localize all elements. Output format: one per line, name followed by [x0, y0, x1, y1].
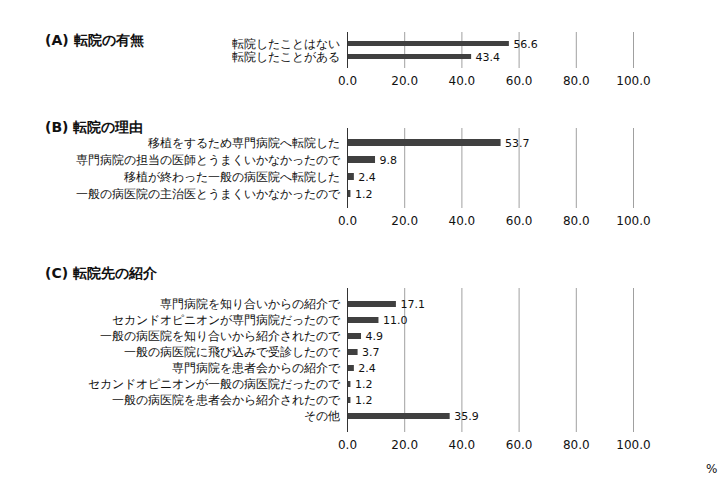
svg-text:セカンドオピニオンが専門病院だったので: セカンドオピニオンが専門病院だったので: [112, 313, 341, 327]
svg-text:60.0: 60.0: [506, 74, 533, 88]
svg-text:4.9: 4.9: [366, 330, 384, 343]
svg-text:11.0: 11.0: [383, 314, 408, 327]
svg-text:9.8: 9.8: [380, 154, 398, 167]
svg-text:100.0: 100.0: [616, 438, 650, 452]
svg-text:100.0: 100.0: [616, 74, 650, 88]
svg-text:35.9: 35.9: [454, 410, 479, 423]
svg-text:専門病院の担当の医師とうまくいかなかったので: 専門病院の担当の医師とうまくいかなかったので: [76, 153, 341, 167]
svg-text:一般の病医院を知り合いから紹介されたので: 一般の病医院を知り合いから紹介されたので: [100, 329, 341, 343]
svg-text:17.1: 17.1: [400, 298, 425, 311]
svg-text:セカンドオピニオンが一般の病医院だったので: セカンドオピニオンが一般の病医院だったので: [88, 377, 341, 391]
svg-text:40.0: 40.0: [449, 214, 476, 228]
svg-text:専門病院を患者会からの紹介で: 専門病院を患者会からの紹介で: [172, 361, 341, 375]
svg-text:60.0: 60.0: [506, 438, 533, 452]
svg-text:1.2: 1.2: [355, 188, 373, 201]
svg-text:80.0: 80.0: [563, 74, 590, 88]
svg-text:3.7: 3.7: [362, 346, 380, 359]
svg-text:一般の病医院を患者会から紹介されたので: 一般の病医院を患者会から紹介されたので: [112, 393, 341, 407]
svg-text:一般の病医院に飛び込みで受診したので: 一般の病医院に飛び込みで受診したので: [124, 345, 341, 359]
svg-text:その他: その他: [304, 409, 340, 423]
html-text:(A) 転院の有無: (A) 転院の有無: [45, 32, 144, 48]
svg-text:2.4: 2.4: [358, 171, 376, 184]
svg-text:43.4: 43.4: [476, 51, 501, 64]
svg-text:移植をするため専門病院へ転院した: 移植をするため専門病院へ転院した: [148, 136, 340, 150]
svg-text:移植が終わった一般の病医院へ転院した: 移植が終わった一般の病医院へ転院した: [124, 170, 340, 184]
svg-text:1.2: 1.2: [355, 394, 373, 407]
svg-text:60.0: 60.0: [506, 214, 533, 228]
svg-text:%: %: [706, 462, 717, 476]
svg-text:2.4: 2.4: [358, 362, 376, 375]
svg-text:100.0: 100.0: [616, 214, 650, 228]
svg-text:40.0: 40.0: [449, 438, 476, 452]
svg-text:40.0: 40.0: [449, 74, 476, 88]
svg-text:20.0: 20.0: [391, 214, 418, 228]
svg-text:0.0: 0.0: [338, 74, 357, 88]
svg-text:56.6: 56.6: [513, 38, 538, 51]
svg-text:一般の病医院の主治医とうまくいかなかったので: 一般の病医院の主治医とうまくいかなかったので: [76, 187, 341, 201]
svg-text:80.0: 80.0: [563, 438, 590, 452]
svg-text:転院したことがある: 転院したことがある: [232, 50, 340, 64]
svg-text:20.0: 20.0: [391, 74, 418, 88]
html-text:(C) 転院先の紹介: (C) 転院先の紹介: [45, 265, 157, 281]
svg-text:専門病院を知り合いからの紹介で: 専門病院を知り合いからの紹介で: [160, 297, 341, 311]
svg-text:転院したことはない: 転院したことはない: [232, 37, 340, 51]
svg-text:0.0: 0.0: [338, 438, 357, 452]
svg-text:53.7: 53.7: [505, 137, 530, 150]
svg-text:1.2: 1.2: [355, 378, 373, 391]
svg-text:0.0: 0.0: [338, 214, 357, 228]
svg-text:20.0: 20.0: [391, 438, 418, 452]
html-text:(B) 転院の理由: (B) 転院の理由: [45, 119, 144, 135]
svg-text:80.0: 80.0: [563, 214, 590, 228]
